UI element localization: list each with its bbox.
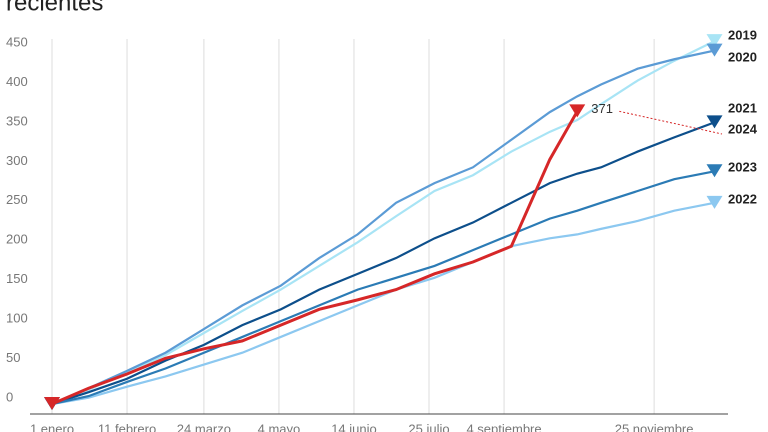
end-marker — [569, 104, 586, 118]
chart-title: recientes — [6, 0, 103, 16]
end-marker — [706, 43, 723, 57]
x-tick-label: 25 julio — [408, 421, 449, 432]
y-tick-label: 300 — [6, 153, 28, 168]
y-tick-label: 250 — [6, 192, 28, 207]
end-marker — [706, 164, 723, 178]
series-line — [51, 49, 715, 406]
series-line — [51, 121, 715, 406]
legend-label: 2020 — [728, 49, 757, 64]
x-tick-label: 24 marzo — [177, 421, 231, 432]
y-tick-label: 150 — [6, 271, 28, 286]
y-tick-label: 400 — [6, 74, 28, 89]
x-tick-label: 1 enero — [30, 421, 74, 432]
x-tick-label: 4 mayo — [258, 421, 301, 432]
data-label: 371 — [591, 101, 613, 116]
leader-line — [619, 110, 723, 135]
end-marker — [706, 195, 723, 209]
x-tick-label: 4 septiembre — [466, 421, 541, 432]
y-tick-label: 0 — [6, 389, 13, 404]
legend-label: 2019 — [728, 27, 757, 42]
end-marker — [706, 115, 723, 129]
series-line — [51, 110, 579, 406]
y-tick-label: 100 — [6, 311, 28, 326]
y-tick-label: 450 — [6, 34, 28, 49]
legend-label: 2022 — [728, 191, 757, 206]
y-tick-label: 50 — [6, 350, 20, 365]
legend-label: 2021 — [728, 100, 757, 115]
end-marker — [706, 34, 723, 48]
legend-label: 2024 — [728, 121, 758, 136]
y-tick-label: 200 — [6, 232, 28, 247]
y-tick-label: 350 — [6, 113, 28, 128]
x-tick-label: 11 febrero — [98, 421, 156, 432]
legend-label: 2023 — [728, 159, 757, 174]
series-line — [51, 40, 715, 406]
x-tick-label: 25 noviembre — [615, 421, 694, 432]
x-tick-label: 14 junio — [331, 421, 377, 432]
start-marker — [44, 397, 60, 410]
series-line — [51, 170, 715, 406]
